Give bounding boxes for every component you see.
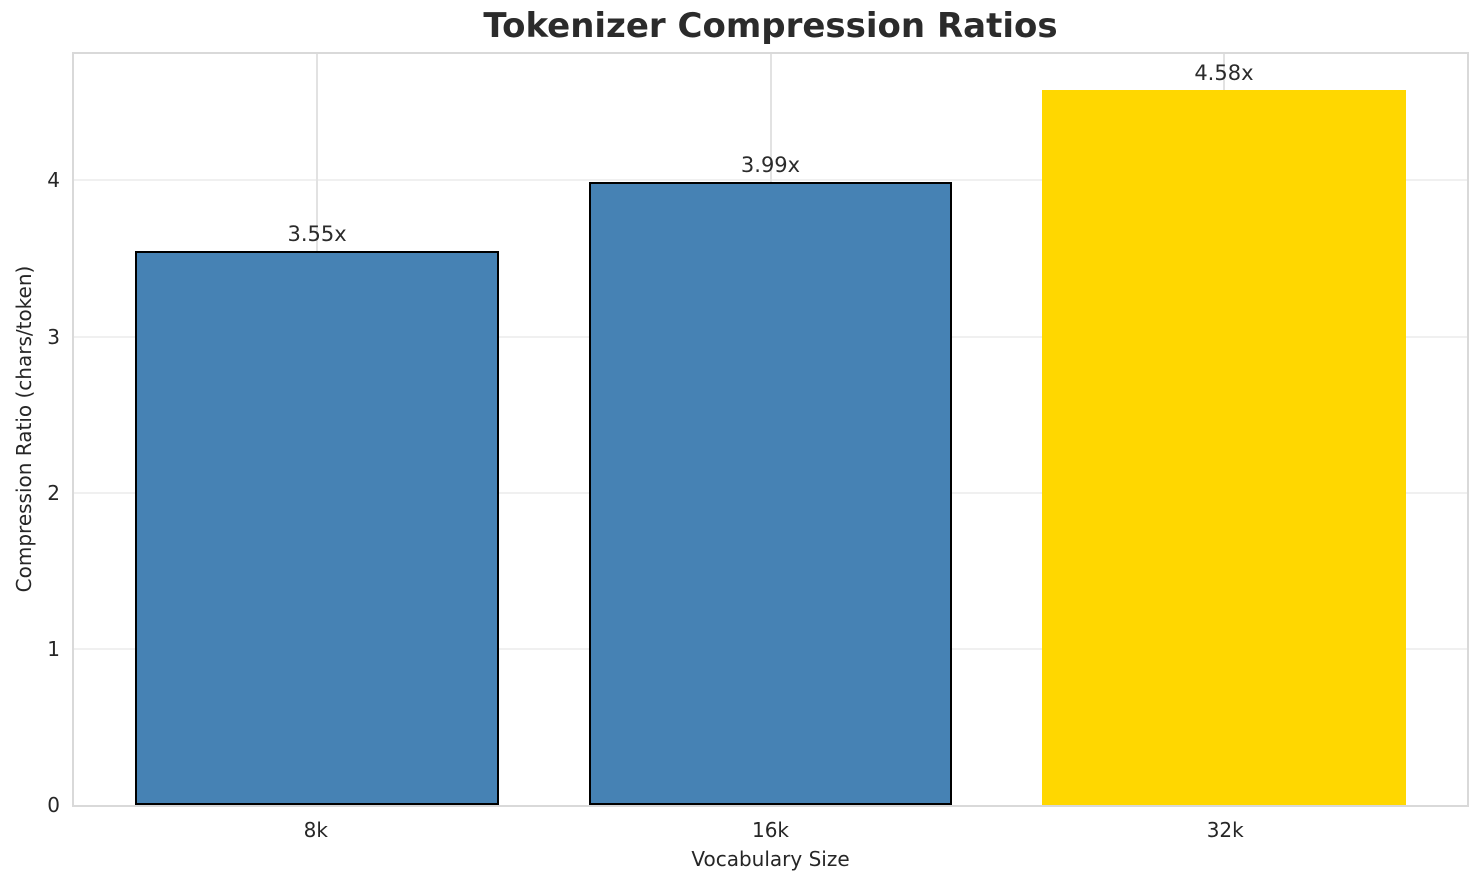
y-tick-label: 2 bbox=[47, 480, 60, 505]
bar-value-label: 4.58x bbox=[1194, 60, 1254, 85]
x-axis-tick-labels: 8k 16k 32k bbox=[72, 818, 1469, 844]
y-axis-tick-labels: 0 1 2 3 4 bbox=[0, 54, 60, 815]
bar-8k bbox=[135, 250, 499, 805]
chart-title: Tokenizer Compression Ratios bbox=[483, 6, 1058, 46]
x-tick-label: 16k bbox=[751, 818, 790, 842]
bar-value-label: 3.99x bbox=[740, 153, 801, 178]
y-tick-label: 0 bbox=[47, 793, 60, 817]
plot-area: 3.55x 3.99x 4.58x bbox=[72, 52, 1469, 807]
bar-32k bbox=[1042, 89, 1406, 805]
y-tick-label: 1 bbox=[47, 636, 60, 661]
x-axis-label: Vocabulary Size bbox=[691, 847, 850, 871]
y-tick-label: 4 bbox=[47, 168, 60, 193]
y-tick-label: 3 bbox=[47, 324, 60, 349]
x-tick-label: 8k bbox=[303, 818, 328, 842]
x-tick-label: 32k bbox=[1206, 818, 1244, 842]
bar-value-label: 3.55x bbox=[287, 221, 347, 246]
bar-16k bbox=[588, 182, 953, 805]
